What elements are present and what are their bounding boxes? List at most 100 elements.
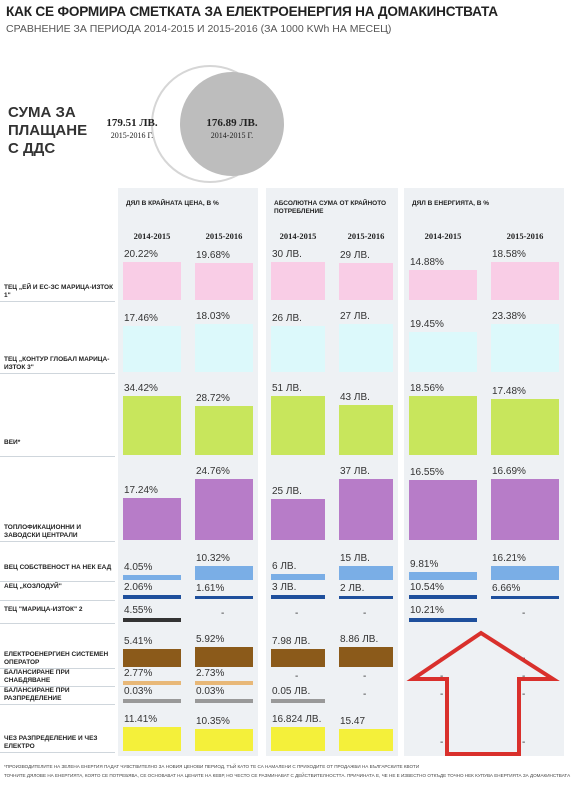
bar [339, 647, 393, 667]
total-period: 2015-2016 Г. [110, 131, 154, 140]
row-separator [0, 752, 115, 753]
circle-filled [180, 72, 284, 176]
row-separator [0, 600, 115, 601]
bar [271, 699, 325, 703]
cell-label: 23.38% [492, 311, 526, 322]
bar [409, 396, 477, 455]
bar [491, 479, 559, 540]
bar [491, 566, 559, 580]
bar [339, 566, 393, 580]
section-title: АБСОЛЮТНА СУМА ОТ КРАЙНОТО ПОТРЕБЛЕНИЕ [274, 200, 387, 215]
cell-label: 1.61% [196, 582, 225, 594]
cell-label: 26 ЛВ. [272, 312, 302, 324]
cell-label: 43 ЛВ. [340, 392, 370, 404]
bar [271, 648, 325, 667]
row-label: ТЕЦ „КОНТУР ГЛОБАЛ МАРИЦА-ИЗТОК 3" [4, 356, 110, 371]
cell-label: 2.77% [124, 668, 153, 679]
cell-label: 0.03% [124, 686, 153, 697]
cell-label: - [522, 689, 526, 700]
total-amount: 179.51 ЛВ. [106, 117, 158, 129]
footnote: ТОЧНИТЕ ДЯЛОВЕ НА ЕНЕРГИЯТА, КОЯТО СЕ ПО… [4, 773, 571, 778]
row-separator [0, 456, 115, 457]
cell-label: 16.21% [492, 553, 526, 564]
subtitle: СРАВНЕНИЕ ЗА ПЕРИОДА 2014-2015 И 2015-20… [6, 23, 392, 35]
bar [195, 681, 253, 685]
bar [123, 648, 181, 667]
bar [339, 479, 393, 540]
cell-label: 0.05 ЛВ. [272, 686, 311, 697]
bar [195, 479, 253, 540]
row-label: ВЕИ* [4, 439, 21, 446]
cell-label: - [522, 671, 526, 682]
row-label: ТЕЦ „ЕЙ И ЕС-ЗС МАРИЦА-ИЗТОК 1" [4, 284, 114, 299]
cell-label: - [363, 608, 367, 619]
cell-label: 16.69% [492, 466, 526, 477]
bar [339, 596, 393, 599]
cell-label: - [440, 671, 444, 682]
cell-label: 10.35% [196, 716, 230, 728]
cell-label: - [522, 653, 526, 664]
cell-label: 51 ЛВ. [272, 383, 302, 394]
bar [195, 729, 253, 751]
bar [195, 566, 253, 580]
cell-label: 19.68% [196, 250, 230, 261]
section-title: ДЯЛ В ЕНЕРГИЯТА, В % [412, 200, 490, 207]
period-label: 2015-2016 [506, 231, 544, 241]
cell-label: 18.58% [492, 249, 526, 260]
cell-label: 2.73% [196, 668, 225, 680]
cell-label: 27 ЛВ. [340, 311, 370, 322]
bar [195, 405, 253, 455]
cell-label: - [295, 671, 299, 682]
section-title: ДЯЛ В КРАЙНАТА ЦЕНА, В % [126, 200, 219, 207]
period-label: 2015-2016 [347, 231, 385, 241]
cell-label: - [522, 608, 526, 619]
bar [123, 262, 181, 300]
bar [491, 399, 559, 455]
bar [123, 574, 181, 580]
cell-label: 24.76% [196, 466, 230, 477]
row-label: ТОПЛОФИКАЦИОННИ И ЗАВОДСКИ ЦЕНТРАЛИ [4, 524, 82, 539]
bar [491, 324, 559, 372]
period-label: 2014-2015 [133, 231, 171, 241]
bar [195, 595, 253, 599]
cell-label: 4.55% [124, 605, 153, 616]
cell-label: 15.47 [340, 715, 366, 727]
cell-label: 11.41% [124, 714, 158, 725]
row-separator [0, 301, 115, 302]
row-separator [0, 623, 115, 624]
cell-label: 6.66% [492, 583, 521, 595]
cell-label: - [363, 689, 367, 700]
bar [123, 727, 181, 751]
cell-label: 10.32% [196, 553, 230, 564]
bar [271, 498, 325, 540]
cell-label: 37 ЛВ. [340, 466, 370, 477]
bar [409, 571, 477, 580]
bar [271, 396, 325, 455]
cell-label: - [363, 671, 367, 682]
row-separator [0, 541, 115, 542]
cell-label: 10.21% [410, 605, 444, 616]
cell-label: - [522, 737, 526, 748]
row-separator [0, 704, 115, 705]
total-period: 2014-2015 Г. [210, 131, 254, 140]
cell-label: - [440, 689, 444, 700]
bar [409, 269, 477, 300]
bar [123, 699, 181, 703]
cell-label: 18.03% [196, 311, 230, 322]
bar [123, 681, 181, 685]
cell-label: 8.86 ЛВ. [340, 634, 379, 645]
bar [409, 479, 477, 540]
bar [271, 262, 325, 300]
cell-label: 4.05% [124, 561, 153, 573]
row-separator [0, 668, 115, 669]
bar [271, 727, 325, 751]
row-separator [0, 373, 115, 374]
bar [123, 497, 181, 540]
cell-label: 19.45% [410, 319, 444, 331]
cell-label: 5.92% [196, 634, 225, 645]
bar [339, 263, 393, 300]
cell-label: 15 ЛВ. [340, 553, 370, 564]
bar [195, 324, 253, 372]
cell-label: - [221, 608, 225, 619]
